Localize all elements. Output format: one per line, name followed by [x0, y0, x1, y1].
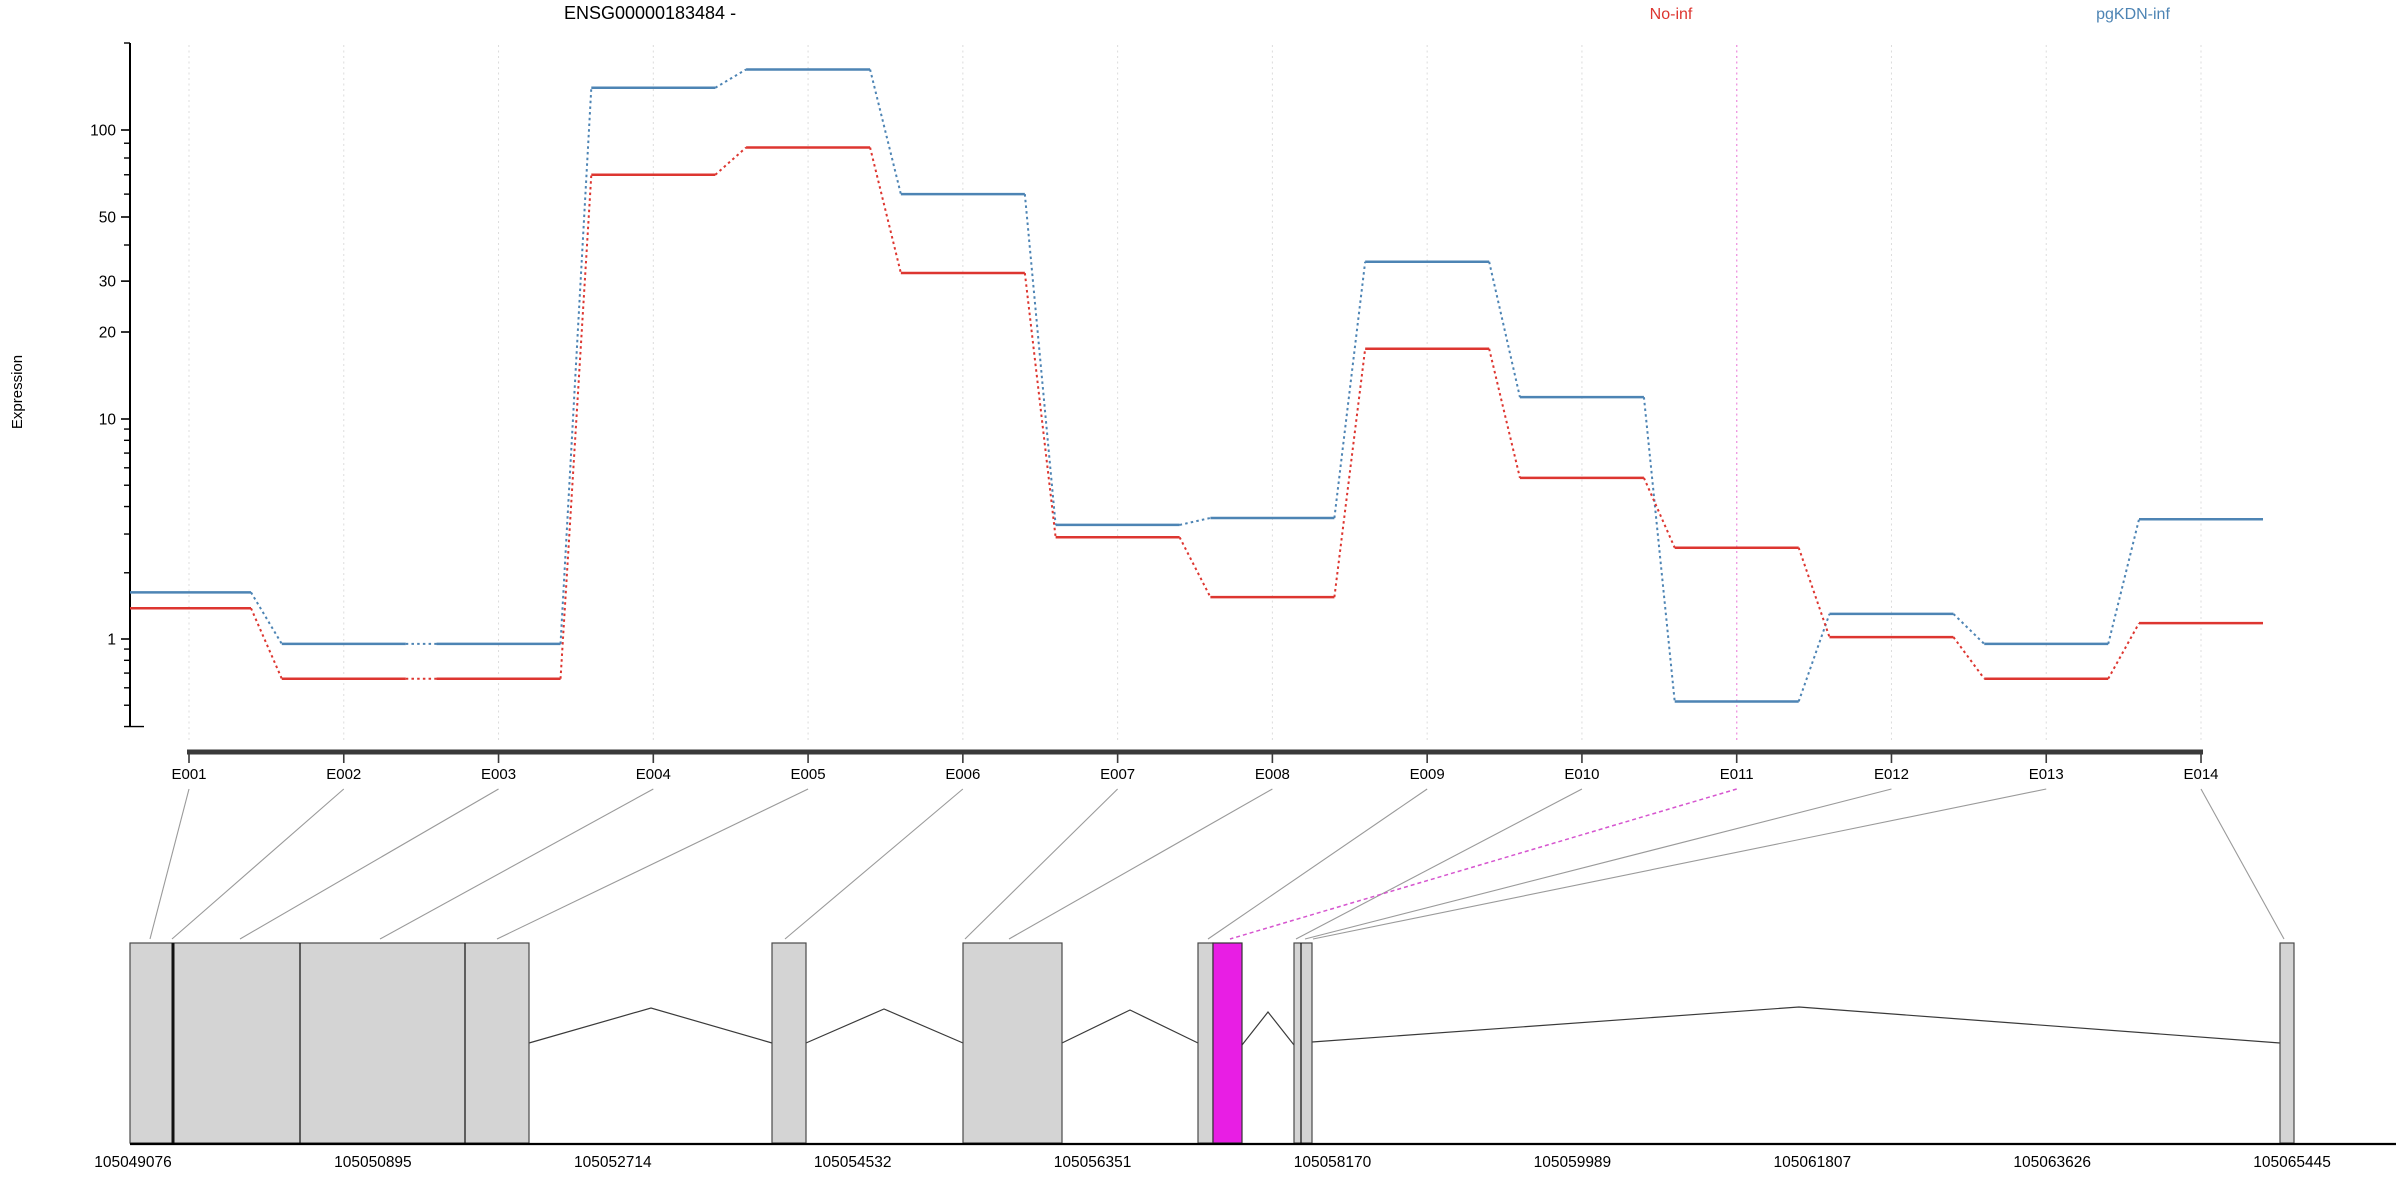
y-axis-title: Expression: [9, 355, 26, 429]
connector-E007: [964, 788, 1119, 940]
expression-transition-No-inf-12: [2107, 622, 2140, 680]
genomic-coordinate-label-4: 105056351: [1054, 1154, 1132, 1171]
expression-transition-pgKDN-inf-8: [1488, 261, 1521, 398]
expression-transition-No-inf-8: [1488, 348, 1521, 479]
exon-box-3: [1197, 942, 1214, 1144]
intron-line-0: [528, 1007, 773, 1044]
connector-E008: [1008, 788, 1273, 940]
exon-bin-label-E008: E008: [1255, 766, 1290, 783]
connector-E009: [1207, 788, 1428, 940]
expression-transition-No-inf-4: [869, 147, 902, 274]
expression-transition-pgKDN-inf-3: [714, 68, 747, 89]
genomic-coordinate-label-6: 105059989: [1534, 1154, 1612, 1171]
expression-transition-No-inf-9: [1643, 477, 1676, 549]
exon-bin-label-E007: E007: [1100, 766, 1135, 783]
expression-transition-pgKDN-inf-11: [1952, 613, 1985, 645]
exon-bin-label-E001: E001: [171, 766, 206, 783]
connector-E010: [1295, 788, 1583, 940]
genomic-coordinate-label-3: 105054532: [814, 1154, 892, 1171]
intron-line-2: [1061, 1009, 1199, 1044]
y-axis-tick-label-1: 1: [107, 632, 116, 649]
expression-transition-pgKDN-inf-10: [1797, 613, 1831, 702]
exon-bin-label-E006: E006: [945, 766, 980, 783]
genomic-coordinate-label-1: 105050895: [334, 1154, 412, 1171]
exon-box-highlighted: [1212, 942, 1243, 1144]
connector-E002: [171, 788, 345, 940]
exon-bin-label-E014: E014: [2183, 766, 2218, 783]
y-axis-tick-label-50: 50: [99, 209, 117, 226]
exon-box-5: [1293, 942, 1313, 1144]
expression-transition-pgKDN-inf-5: [1023, 194, 1057, 526]
genomic-coordinate-label-8: 105063626: [2013, 1154, 2091, 1171]
expression-transition-No-inf-2: [559, 174, 593, 679]
chart-title: ENSG00000183484 -: [564, 3, 736, 23]
genomic-coordinate-label-7: 105061807: [1774, 1154, 1852, 1171]
y-axis-tick-label-20: 20: [99, 325, 117, 342]
exon-bin-label-E004: E004: [636, 766, 671, 783]
expression-transition-pgKDN-inf-0: [250, 591, 283, 645]
exon-bin-label-E013: E013: [2029, 766, 2064, 783]
legend-label-pgKDN-inf: pgKDN-inf: [2096, 6, 2170, 23]
connector-E004: [379, 788, 654, 940]
exon-bin-label-E011: E011: [1720, 766, 1754, 783]
legend-label-No-inf: No-inf: [1650, 6, 1693, 23]
expression-transition-pgKDN-inf-4: [869, 69, 902, 195]
connector-E014: [2200, 788, 2285, 940]
exon-bin-label-E012: E012: [1874, 766, 1909, 783]
genomic-coordinate-label-9: 105065445: [2253, 1154, 2331, 1171]
expression-transition-No-inf-5: [1023, 272, 1057, 538]
exon-bin-label-E002: E002: [326, 766, 361, 783]
y-axis-tick-label-100: 100: [90, 123, 116, 140]
expression-transition-No-inf-0: [250, 607, 283, 680]
exon-box-2: [962, 942, 1063, 1144]
exon-bin-label-E003: E003: [481, 766, 516, 783]
expression-transition-No-inf-10: [1797, 547, 1831, 638]
connector-E003: [239, 788, 499, 940]
expression-transition-pgKDN-inf-2: [559, 87, 593, 644]
intron-line-4: [1311, 1006, 2281, 1044]
exon-bin-label-E010: E010: [1564, 766, 1599, 783]
expression-transition-No-inf-7: [1333, 348, 1367, 598]
connector-E006: [784, 788, 964, 940]
genomic-coordinate-label-2: 105052714: [574, 1154, 652, 1171]
exon-box-0: [129, 942, 530, 1144]
y-axis-tick-label-30: 30: [99, 274, 117, 291]
exon-box-6: [2279, 942, 2295, 1144]
y-axis-tick-label-10: 10: [99, 412, 117, 429]
genomic-coordinate-label-0: 105049076: [94, 1154, 172, 1171]
genomic-coordinate-label-5: 105058170: [1294, 1154, 1372, 1171]
exon-bin-label-E005: E005: [791, 766, 826, 783]
exon-box-1: [771, 942, 807, 1144]
exon-bin-label-E009: E009: [1410, 766, 1445, 783]
expression-transition-pgKDN-inf-12: [2107, 519, 2140, 645]
connector-E001: [149, 788, 190, 940]
intron-line-3: [1241, 1011, 1295, 1046]
expression-transition-No-inf-3: [714, 146, 747, 176]
connector-E005: [496, 788, 809, 940]
connector-E013: [1312, 788, 2047, 940]
intron-line-1: [805, 1008, 964, 1044]
connector-E012: [1304, 788, 1892, 940]
